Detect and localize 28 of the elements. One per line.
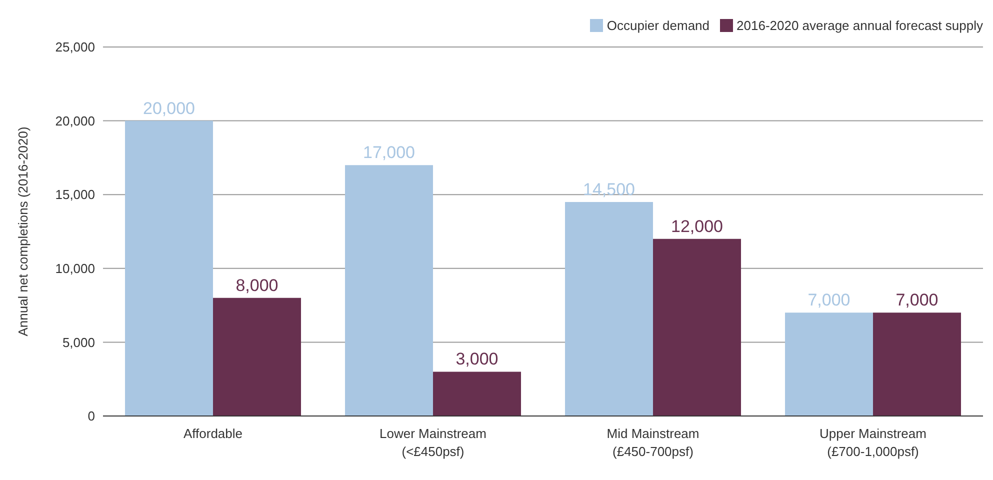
x-tick-label: Affordable (183, 426, 243, 441)
x-tick-label: Mid Mainstream (£450-700psf) (606, 426, 700, 459)
bar (653, 238, 741, 416)
y-tick-label: 0 (88, 408, 95, 424)
bar (345, 165, 433, 416)
data-label: 7,000 (808, 290, 850, 310)
y-tick-label: 25,000 (55, 40, 95, 55)
legend-label: Occupier demand (606, 18, 710, 33)
y-tick-label: 20,000 (55, 113, 95, 128)
bar (125, 120, 213, 416)
bar (565, 202, 653, 416)
data-label: 20,000 (143, 98, 195, 118)
x-tick-label: Lower Mainstream (<£450psf) (380, 426, 486, 459)
y-axis-title: Annual net completions (2016-2020) (16, 126, 31, 336)
bar (785, 312, 873, 416)
data-label: 3,000 (456, 350, 498, 369)
data-label: 17,000 (363, 143, 415, 162)
legend-label: 2016-2020 average annual forecast supply (736, 18, 983, 33)
y-tick-label: 15,000 (55, 187, 95, 202)
bar (433, 372, 521, 416)
y-tick-label: 5,000 (62, 334, 95, 350)
x-tick-label: Upper Mainstream (£700-1,000psf) (820, 426, 926, 459)
data-label: 12,000 (671, 216, 723, 236)
bar (873, 312, 961, 416)
bar (213, 298, 301, 416)
y-tick-label: 10,000 (55, 261, 95, 276)
data-label: 8,000 (236, 276, 278, 295)
data-label: 7,000 (896, 290, 938, 310)
